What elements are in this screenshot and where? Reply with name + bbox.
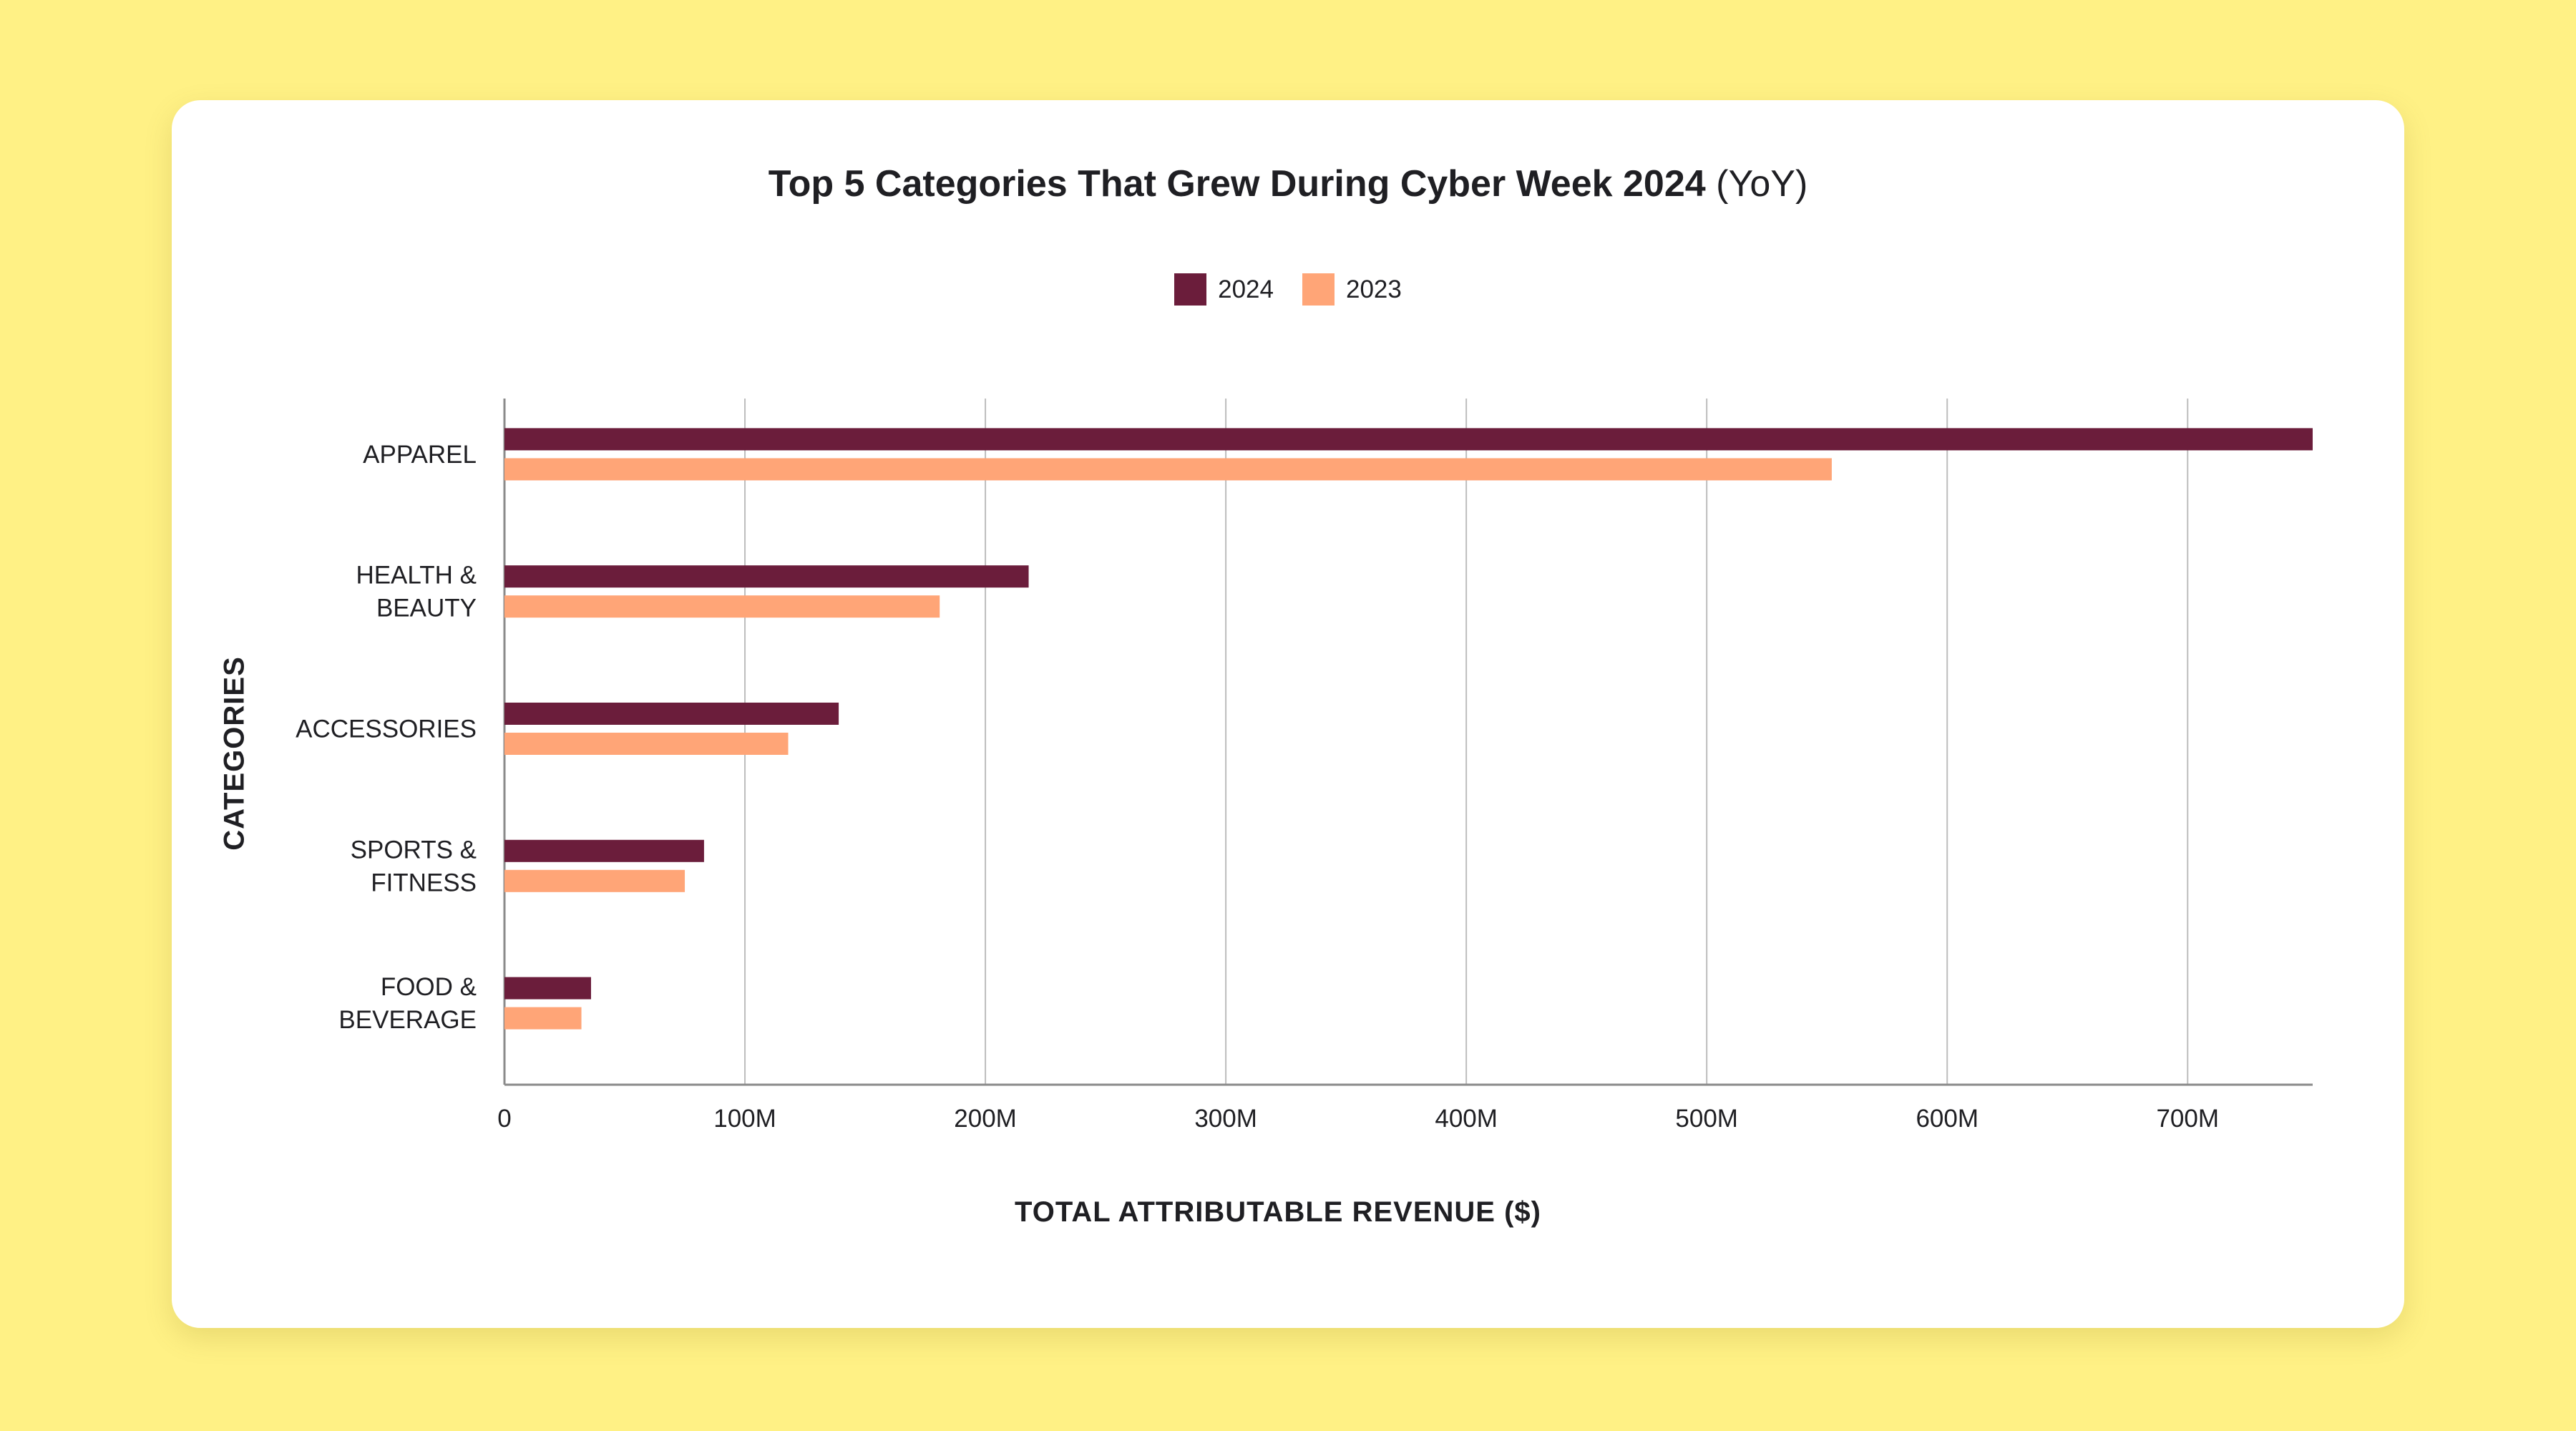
x-tick-label: 500M [1675,1105,1738,1133]
bar-2024-food-beverage [504,977,591,1000]
chart-title-suffix: (YoY) [1716,163,1808,205]
category-label: APPAREL [363,441,477,469]
legend-item-2023: 2023 [1302,273,1402,306]
category-label: ACCESSORIES [296,716,477,743]
bar-2024-apparel [504,428,2313,451]
x-tick-label: 300M [1194,1105,1257,1133]
category-label: HEALTH & [356,562,477,590]
x-tick-label: 200M [954,1105,1017,1133]
x-tick-label: 100M [713,1105,776,1133]
bar-2024-accessories [504,703,839,725]
category-label: SPORTS & [351,836,477,864]
bar-2024-sports-fitness [504,839,704,862]
category-label: FOOD & [381,973,477,1001]
bar-2023-health-beauty [504,595,940,618]
legend-label-2024: 2024 [1218,275,1274,303]
x-axis-title: TOTAL ATTRIBUTABLE REVENUE ($) [1015,1196,1541,1228]
y-axis-title: CATEGORIES [218,656,250,851]
x-tick-label: 700M [2156,1105,2219,1133]
legend-label-2023: 2023 [1346,275,1402,303]
chart-legend: 2024 2023 [0,273,2576,306]
category-label: FITNESS [371,869,477,897]
bar-2024-health-beauty [504,565,1029,588]
x-tick-label: 400M [1435,1105,1498,1133]
category-label: BEVERAGE [338,1006,477,1034]
x-tick-label: 0 [497,1105,511,1133]
chart-title-main: Top 5 Categories That Grew During Cyber … [768,163,1706,205]
category-label: BEAUTY [376,595,477,622]
chart-title: Top 5 Categories That Grew During Cyber … [0,159,2576,209]
x-tick-label: 600M [1916,1105,1979,1133]
bar-2023-apparel [504,458,1832,481]
bar-2023-sports-fitness [504,869,686,892]
legend-swatch-2024 [1174,273,1207,306]
bar-2023-food-beverage [504,1007,582,1030]
bar-2023-accessories [504,733,789,755]
legend-item-2024: 2024 [1174,273,1274,306]
legend-swatch-2023 [1302,273,1335,306]
